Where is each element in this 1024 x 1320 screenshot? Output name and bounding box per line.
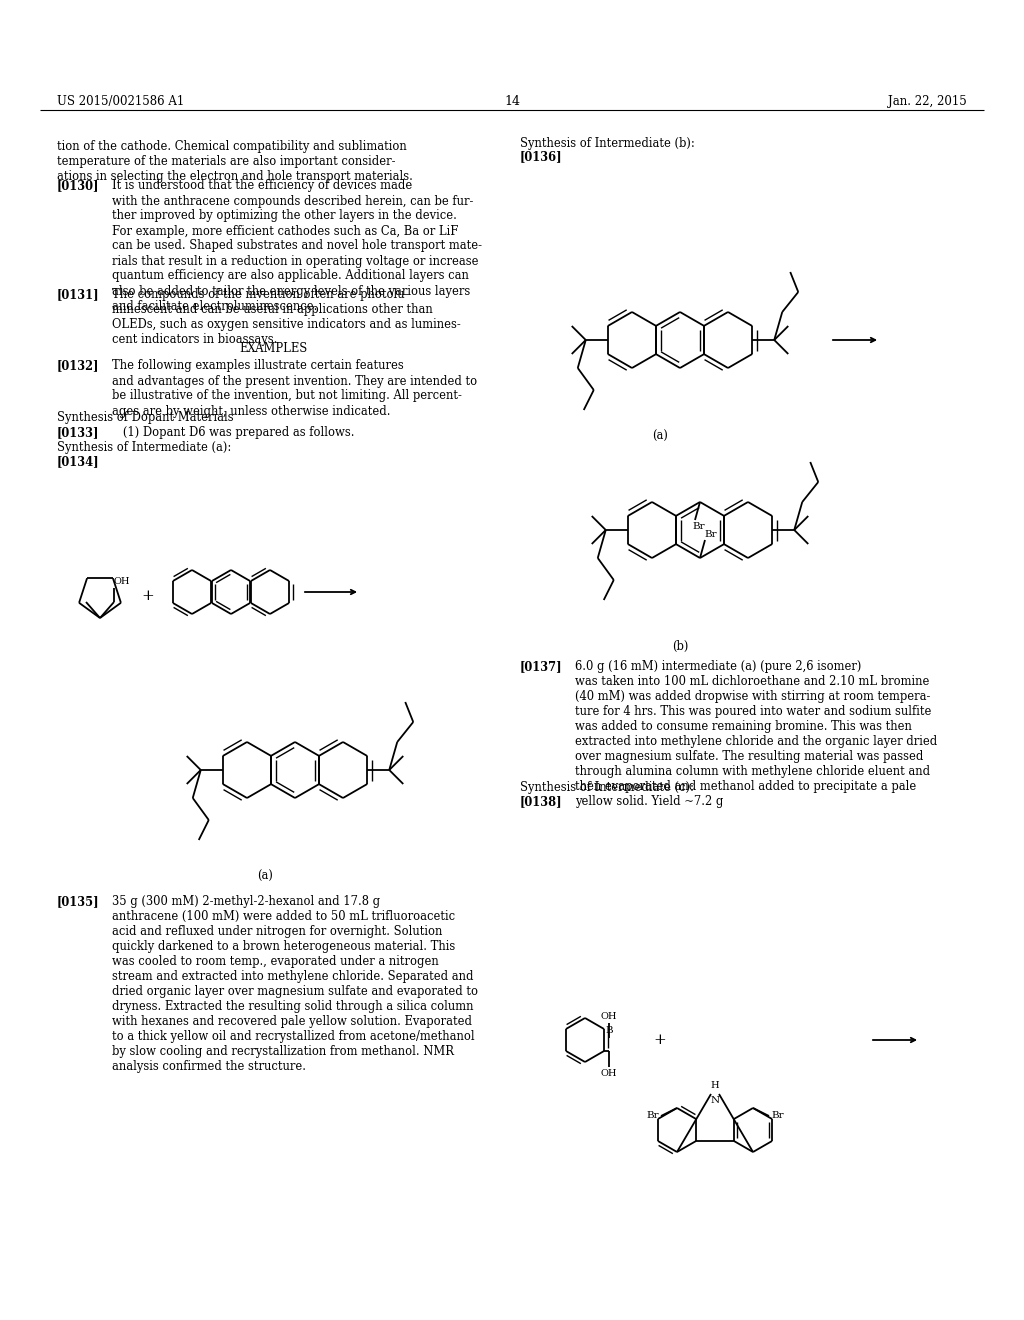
Text: Br: Br xyxy=(771,1111,783,1121)
Text: +: + xyxy=(141,589,155,603)
Text: H: H xyxy=(711,1081,719,1090)
Text: [0131]: [0131] xyxy=(57,288,99,301)
Text: B: B xyxy=(605,1026,613,1035)
Text: US 2015/0021586 A1: US 2015/0021586 A1 xyxy=(57,95,184,108)
Text: It is understood that the efficiency of devices made
with the anthracene compoun: It is understood that the efficiency of … xyxy=(112,180,482,313)
Text: The following examples illustrate certain features
and advantages of the present: The following examples illustrate certai… xyxy=(112,359,477,417)
Text: Jan. 22, 2015: Jan. 22, 2015 xyxy=(888,95,967,108)
Text: tion of the cathode. Chemical compatibility and sublimation
temperature of the m: tion of the cathode. Chemical compatibil… xyxy=(57,140,413,183)
Text: [0136]: [0136] xyxy=(520,150,562,164)
Text: Br: Br xyxy=(646,1111,659,1121)
Text: OH: OH xyxy=(601,1012,617,1020)
Text: Synthesis of Dopant Materials: Synthesis of Dopant Materials xyxy=(57,412,233,425)
Text: [0137]: [0137] xyxy=(520,660,562,673)
Text: (1) Dopant D6 was prepared as follows.: (1) Dopant D6 was prepared as follows. xyxy=(112,426,354,440)
Text: The compounds of the invention often are photolu-
minescent and can be useful in: The compounds of the invention often are… xyxy=(112,288,461,346)
Text: 14: 14 xyxy=(504,95,520,108)
Text: [0133]: [0133] xyxy=(57,426,99,440)
Text: (a): (a) xyxy=(257,870,273,883)
Text: OH: OH xyxy=(113,577,129,586)
Text: +: + xyxy=(653,1034,667,1047)
Text: (b): (b) xyxy=(672,640,688,653)
Text: [0134]: [0134] xyxy=(57,455,99,469)
Text: 6.0 g (16 mM) intermediate (a) (pure 2,6 isomer)
was taken into 100 mL dichloroe: 6.0 g (16 mM) intermediate (a) (pure 2,6… xyxy=(575,660,937,808)
Text: [0130]: [0130] xyxy=(57,180,99,193)
Text: Br: Br xyxy=(705,531,717,539)
Text: Synthesis of Intermediate (a):: Synthesis of Intermediate (a): xyxy=(57,441,231,454)
Text: [0132]: [0132] xyxy=(57,359,99,372)
Text: (a): (a) xyxy=(652,430,668,444)
Text: [0138]: [0138] xyxy=(520,796,562,808)
Text: Br: Br xyxy=(692,521,705,531)
Text: OH: OH xyxy=(601,1069,617,1078)
Text: [0135]: [0135] xyxy=(57,895,99,908)
Text: N: N xyxy=(711,1096,720,1105)
Text: 35 g (300 mM) 2-methyl-2-hexanol and 17.8 g
anthracene (100 mM) were added to 50: 35 g (300 mM) 2-methyl-2-hexanol and 17.… xyxy=(112,895,478,1073)
Text: Synthesis of Intermediate (b):: Synthesis of Intermediate (b): xyxy=(520,137,694,150)
Text: EXAMPLES: EXAMPLES xyxy=(239,342,307,355)
Text: Synthesis of Intermediate (c):: Synthesis of Intermediate (c): xyxy=(520,781,694,795)
